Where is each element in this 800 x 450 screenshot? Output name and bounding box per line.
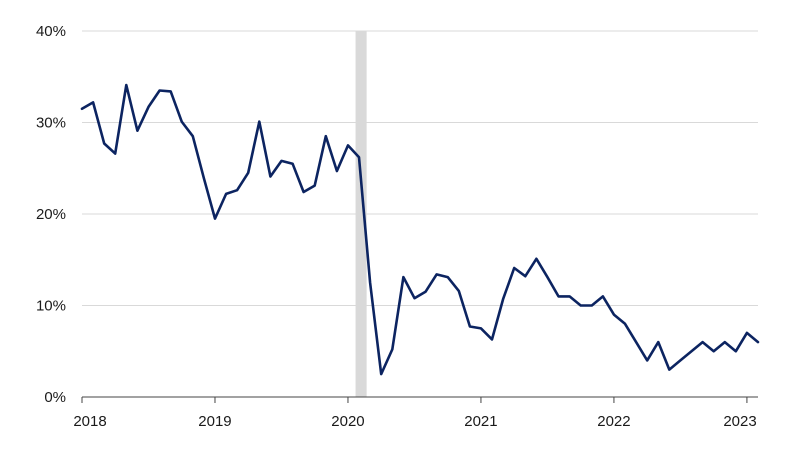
x-tick-label: 2020 xyxy=(331,413,364,430)
x-tick-label: 2021 xyxy=(464,413,497,430)
series-layer xyxy=(80,83,760,376)
series-line-0 xyxy=(80,83,760,376)
x-tick-label: 2023 xyxy=(723,413,756,430)
y-tick-label: 0% xyxy=(44,389,66,406)
x-tick-label: 2019 xyxy=(198,413,231,430)
y-axis-tick-labels: 0% 10% 20% 30% 40% xyxy=(36,23,66,406)
y-tick-label: 40% xyxy=(36,23,66,40)
y-tick-label: 20% xyxy=(36,206,66,223)
gridlines xyxy=(82,30,758,306)
y-tick-label: 10% xyxy=(36,298,66,315)
x-axis xyxy=(81,396,758,403)
y-tick-label: 30% xyxy=(36,115,66,132)
x-tick-label: 2018 xyxy=(73,413,106,430)
x-tick-label: 2022 xyxy=(597,413,630,430)
x-axis-tick-labels: 2018 2019 2020 2021 2022 2023 xyxy=(73,413,756,430)
